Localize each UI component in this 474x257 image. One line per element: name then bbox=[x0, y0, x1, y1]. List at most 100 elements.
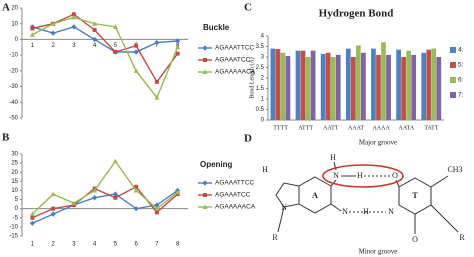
bar bbox=[361, 52, 366, 120]
marker bbox=[71, 12, 76, 17]
atom-label: R bbox=[272, 233, 278, 242]
atom-label: N bbox=[281, 203, 287, 212]
marker bbox=[202, 204, 208, 209]
marker bbox=[92, 36, 98, 43]
marker bbox=[50, 191, 56, 197]
y-tick-label: -10 bbox=[9, 53, 18, 59]
marker bbox=[175, 189, 181, 195]
marker bbox=[154, 79, 159, 84]
marker bbox=[175, 51, 180, 56]
marker bbox=[92, 187, 98, 193]
y-tick-label: 5 bbox=[15, 197, 19, 203]
y-tick-label: -40 bbox=[9, 100, 18, 106]
bar bbox=[411, 54, 417, 120]
y-tick-label: 25 bbox=[11, 161, 18, 167]
x-tick-label: 6 bbox=[134, 242, 138, 248]
legend-label: 7: bbox=[458, 92, 464, 99]
x-tick-label: 8 bbox=[176, 242, 180, 248]
bar bbox=[310, 50, 316, 121]
atom-label: H bbox=[330, 153, 336, 162]
bar bbox=[330, 57, 336, 120]
bar bbox=[396, 49, 401, 120]
legend-label: AGAAATCC bbox=[215, 192, 251, 199]
y-tick-label: 10 bbox=[11, 21, 18, 27]
y-tick-label: 15 bbox=[11, 179, 18, 185]
marker bbox=[112, 158, 118, 164]
y-tick-label: 3.5 bbox=[256, 44, 265, 50]
legend-label: AGAAATCC bbox=[215, 57, 251, 64]
x-tick-label: ATTT bbox=[298, 125, 313, 131]
x-tick-label: 2 bbox=[51, 43, 55, 49]
marker bbox=[134, 184, 139, 189]
x-tick-label: 2 bbox=[51, 242, 55, 248]
marker bbox=[133, 187, 139, 193]
marker bbox=[30, 215, 35, 220]
bar bbox=[295, 50, 301, 121]
atom-label: O bbox=[412, 235, 418, 244]
x-tick-label: AAAT bbox=[348, 125, 364, 131]
marker bbox=[134, 43, 139, 48]
marker bbox=[92, 28, 97, 32]
bond bbox=[430, 175, 449, 188]
marker bbox=[154, 202, 160, 208]
atom-label: R bbox=[459, 233, 465, 242]
bar bbox=[381, 42, 386, 120]
marker bbox=[29, 220, 35, 226]
marker bbox=[92, 21, 98, 26]
bar bbox=[371, 48, 376, 120]
y-tick-label: 0.5 bbox=[256, 107, 265, 113]
marker bbox=[203, 193, 207, 197]
bar bbox=[436, 57, 442, 120]
bar bbox=[406, 50, 412, 121]
legend-label: AGAAATTCC bbox=[215, 45, 255, 52]
marker bbox=[113, 195, 118, 200]
bar bbox=[386, 54, 391, 120]
x-tick-label: TATT bbox=[424, 125, 439, 131]
panel-label: C bbox=[244, 2, 252, 14]
marker bbox=[113, 50, 118, 54]
marker bbox=[51, 206, 56, 211]
y-tick-label: -5 bbox=[13, 215, 19, 221]
bar bbox=[345, 48, 351, 120]
marker bbox=[154, 210, 159, 215]
marker bbox=[112, 191, 118, 197]
chart-title: Buckle bbox=[203, 23, 230, 32]
bar bbox=[401, 57, 406, 120]
marker bbox=[154, 39, 160, 46]
panel-label: A bbox=[2, 2, 10, 14]
marker bbox=[71, 200, 77, 206]
marker bbox=[50, 30, 56, 36]
marker bbox=[154, 206, 160, 211]
series-line bbox=[32, 26, 178, 53]
y-tick-label: 1.5 bbox=[256, 86, 265, 92]
bar bbox=[376, 54, 381, 120]
marker bbox=[92, 195, 98, 201]
marker bbox=[50, 21, 56, 26]
imidazole-ring bbox=[275, 182, 300, 208]
bar bbox=[300, 50, 306, 121]
series-line bbox=[31, 160, 179, 215]
x-tick-label: 5 bbox=[114, 242, 118, 248]
y-tick-label: 2 bbox=[261, 76, 265, 82]
atom-label: H bbox=[357, 171, 363, 180]
chart-title: Opening bbox=[200, 160, 233, 169]
y-tick-label: -30 bbox=[9, 84, 18, 90]
bar bbox=[356, 45, 361, 121]
y-tick-label: 3 bbox=[261, 55, 265, 61]
bar bbox=[270, 48, 276, 120]
atom-label: O bbox=[392, 171, 398, 180]
bar bbox=[325, 52, 331, 120]
y-tick-label: 20 bbox=[11, 6, 18, 12]
atom-label: N bbox=[333, 171, 339, 180]
legend-label: AGAAAAACA bbox=[215, 69, 256, 76]
bar bbox=[426, 49, 432, 120]
y-tick-label: 1 bbox=[261, 97, 265, 103]
bar bbox=[350, 57, 356, 120]
atom-label: T bbox=[412, 191, 418, 200]
marker bbox=[202, 180, 208, 186]
atom-label: A bbox=[312, 191, 318, 200]
panel-label: B bbox=[2, 132, 10, 144]
atom-label: N bbox=[342, 207, 348, 216]
atom-label: H bbox=[363, 207, 369, 216]
marker bbox=[112, 24, 118, 29]
